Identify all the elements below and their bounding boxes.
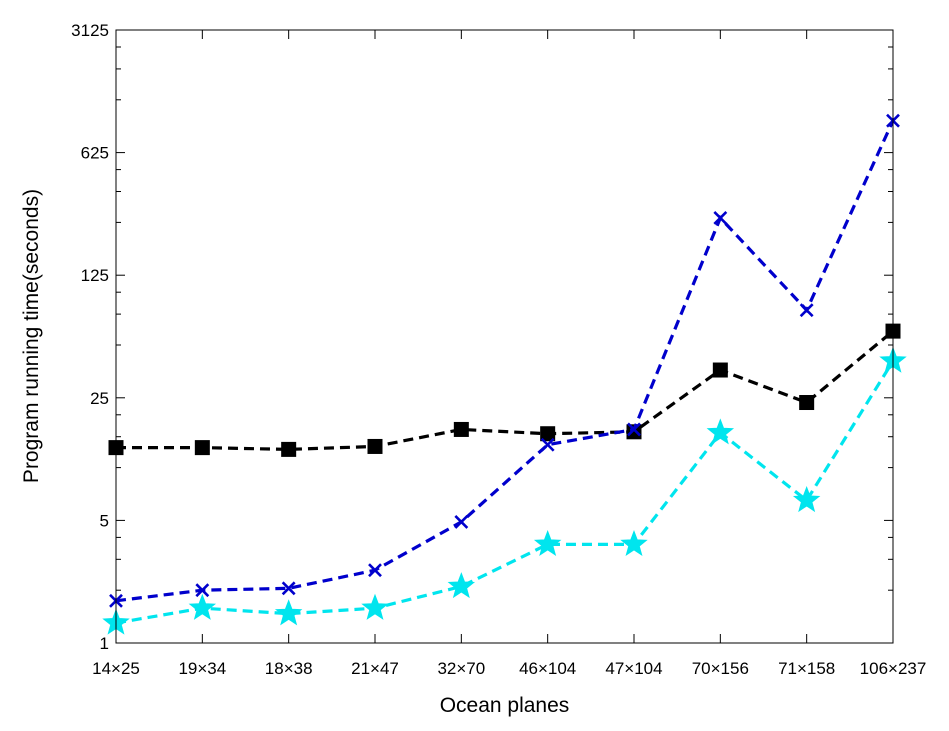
y-tick-label: 625 [81, 144, 109, 163]
x-axis-title: Ocean planes [440, 694, 570, 717]
series-2-line [115, 120, 895, 603]
x-marker [540, 437, 555, 452]
square-marker [799, 395, 815, 411]
x-marker-stroke [281, 581, 296, 596]
x-marker-stroke [454, 515, 469, 529]
x-tick-label: 106×237 [860, 659, 927, 678]
y-tick-label: 1 [100, 634, 109, 653]
y-axis-title: Program running time(seconds) [20, 189, 43, 483]
square-marker [367, 438, 383, 454]
square-marker [540, 426, 556, 442]
x-marker-stroke [368, 563, 382, 578]
series-3 [102, 346, 907, 635]
star-marker [361, 593, 389, 620]
square-marker [626, 424, 642, 440]
x-marker-stroke [540, 437, 555, 452]
x-tick-label: 46×104 [519, 659, 576, 678]
x-tick-label: 47×104 [605, 659, 662, 678]
star-marker [274, 599, 303, 626]
tick-labels: 1 5 25 125 625 3125 14×25 19×34 18×38 21×47 32×70 4… [71, 21, 926, 678]
x-marker-stroke [627, 422, 641, 437]
square-marker [194, 440, 210, 456]
y-tick-label: 25 [90, 389, 109, 408]
star-marker [792, 485, 821, 513]
x-marker [281, 581, 296, 596]
star-marker [533, 529, 562, 557]
x-tick-label: 18×38 [265, 659, 313, 678]
square-marker [281, 441, 297, 457]
x-marker-stroke [799, 303, 814, 318]
series-2 [109, 113, 900, 608]
x-tick-label: 14×25 [92, 659, 140, 678]
series-1-line [116, 329, 895, 451]
x-tick-label: 19×34 [178, 659, 226, 678]
x-marker [368, 563, 382, 578]
y-tick-label: 3125 [71, 21, 109, 40]
x-marker [713, 211, 728, 225]
series-3-line [115, 360, 895, 625]
square-marker [712, 362, 728, 378]
plot-area [116, 30, 893, 643]
plot-frame [115, 29, 894, 644]
star-marker [188, 593, 217, 620]
star-marker [447, 572, 476, 599]
x-tick-label: 21×47 [351, 659, 399, 678]
x-marker-stroke [195, 583, 210, 598]
y-tick-label: 5 [100, 511, 109, 530]
series-layer [102, 113, 907, 635]
series-1 [108, 323, 901, 457]
x-tick-label: 70×156 [692, 659, 749, 678]
x-marker [454, 515, 469, 529]
star-marker [706, 418, 735, 445]
x-marker [627, 422, 641, 437]
x-marker-stroke [713, 211, 728, 225]
x-marker [195, 583, 210, 598]
x-tick-label: 71×158 [778, 659, 835, 678]
y-tick-label: 125 [81, 266, 109, 285]
x-tick-label: 32×70 [437, 659, 485, 678]
x-marker [799, 303, 814, 318]
square-marker [453, 421, 469, 437]
star-marker [620, 529, 648, 557]
